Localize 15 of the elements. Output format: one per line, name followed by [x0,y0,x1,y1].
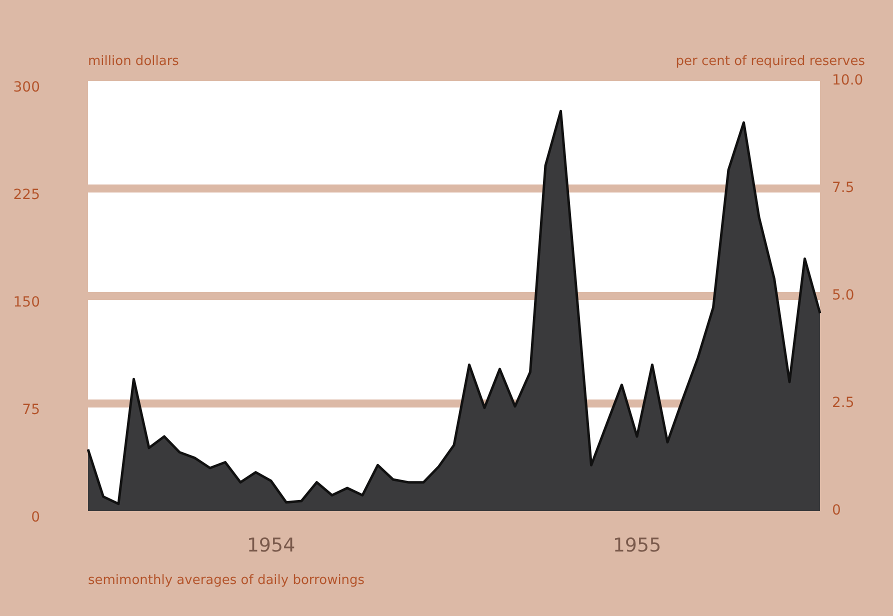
y2-tick-label: 2.5 [832,395,854,412]
y2-tick-label: 5.0 [832,288,854,304]
y2-tick-label: 0 [832,502,841,519]
y-tick-label: 225 [13,187,40,204]
x-axis-title: semimonthly averages of daily borrowings [88,573,365,588]
y-tick-label: 150 [13,294,40,311]
y-tick-label: 0 [31,510,40,526]
y2-axis-title: per cent of required reserves [676,54,865,69]
y-axis-title: million dollars [88,54,179,69]
y-tick-label: 75 [22,402,40,418]
y2-tick-label: 7.5 [832,180,854,196]
x-tick-label: 1955 [612,534,662,556]
y-tick-label: 300 [13,80,40,96]
y2-tick-label: 10.0 [832,72,864,89]
x-tick-label: 1954 [246,534,296,556]
